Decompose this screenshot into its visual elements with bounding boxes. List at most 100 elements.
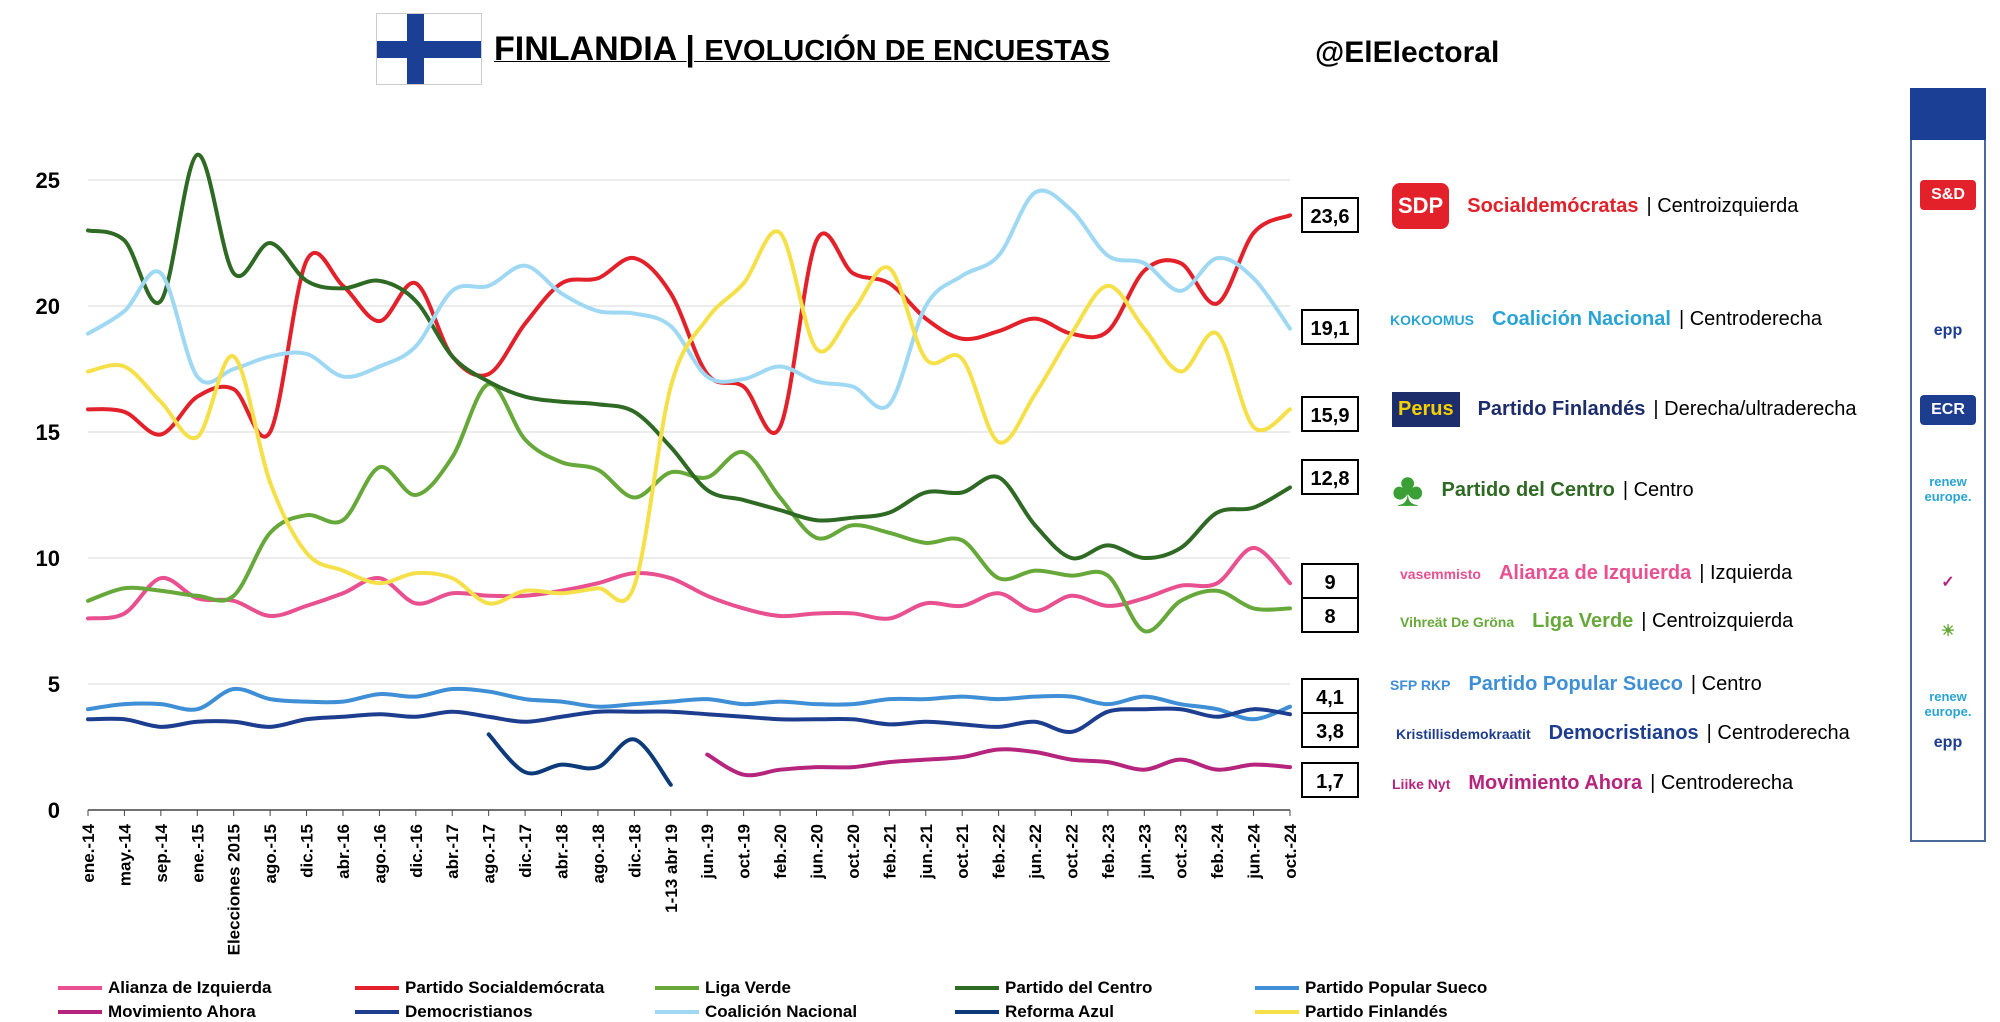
european-group-logo: ☀ — [1920, 615, 1976, 647]
party-ideology: | Centroderecha — [1678, 308, 1822, 330]
x-tick-label: jun.-22 — [1026, 824, 1045, 880]
author-handle: @ElElectoral — [1315, 36, 1500, 69]
final-value-label: 9 — [1324, 572, 1335, 594]
x-tick-label: oct.-19 — [735, 824, 754, 879]
y-tick-label: 10 — [36, 546, 60, 571]
party-ideology: | Centroderecha — [1650, 772, 1794, 794]
party-logo: SDP — [1392, 183, 1450, 229]
party-ideology: | Izquierda — [1699, 562, 1793, 584]
party-name: Coalición Nacional — [1492, 308, 1671, 330]
series-line-movimiento-ahora — [705, 747, 1292, 778]
legend-swatch — [1255, 1010, 1299, 1014]
x-tick-label: oct.-24 — [1281, 823, 1300, 878]
legend-swatch — [955, 986, 999, 990]
party-ideology: | Centroizquierda — [1646, 194, 1799, 217]
y-tick-label: 5 — [48, 672, 60, 697]
european-group-logo: ECR — [1920, 395, 1976, 425]
party-logo: Perus — [1392, 392, 1460, 427]
series-line-alianza-de-izquierda — [86, 545, 1292, 621]
x-tick-label: jun.-24 — [1245, 823, 1264, 879]
legend-item: Alianza de Izquierda — [58, 978, 271, 998]
legend-label: Coalición Nacional — [705, 1002, 858, 1021]
party-name: Democristianos — [1548, 722, 1699, 744]
party-name: Movimiento Ahora — [1468, 772, 1643, 794]
final-value-box — [1301, 459, 1359, 495]
party-name: Partido Finlandés — [1477, 398, 1646, 420]
legend-swatch — [58, 986, 102, 990]
legend-label: Partido Popular Sueco — [1305, 978, 1488, 997]
x-tick-label: dic.-16 — [407, 824, 426, 878]
x-tick-label: dic.-15 — [298, 824, 317, 878]
party-row: KOKOOMUS Coalición Nacional | Centroderech… — [1390, 308, 1822, 331]
x-tick-label: may.-14 — [115, 823, 134, 886]
party-row: vasemmisto Alianza de Izquierda | Izquierd… — [1400, 562, 1792, 585]
party-row: Liike Nyt Movimiento Ahora | Centroderecha — [1392, 772, 1793, 795]
legend-item: Coalición Nacional — [655, 1002, 857, 1022]
final-value-box — [1301, 309, 1359, 345]
series-line-reforma-azul — [486, 732, 673, 787]
legend-item: Reforma Azul — [955, 1002, 1114, 1022]
x-tick-label: jun.-23 — [1135, 824, 1154, 880]
x-tick-label: oct.-20 — [844, 824, 863, 879]
series-line-partido-popular-sueco — [86, 686, 1292, 722]
legend-swatch — [1255, 986, 1299, 990]
legend-swatch — [655, 986, 699, 990]
legend-swatch — [355, 986, 399, 990]
x-tick-label: oct.-22 — [1062, 824, 1081, 879]
party-logo: vasemmisto — [1400, 565, 1481, 582]
y-tick-label: 0 — [48, 798, 60, 823]
party-ideology: | Centro — [1690, 673, 1762, 695]
x-tick-label: dic.-17 — [516, 824, 535, 878]
european-group-logo: epp — [1920, 316, 1976, 346]
party-logo: Vihreät De Gröna — [1400, 613, 1515, 630]
party-row: SDP Socialdemócratas | Centroizquierda — [1392, 183, 1798, 229]
page-title: FINLANDIA | EVOLUCIÓN DE ENCUESTAS — [494, 30, 1110, 68]
x-tick-label: abr.-16 — [334, 824, 353, 879]
legend-swatch — [955, 1010, 999, 1014]
final-value-box — [1301, 396, 1359, 432]
party-ideology: | Centroderecha — [1706, 722, 1850, 744]
legend-label: Liga Verde — [705, 978, 791, 997]
party-logo: Liike Nyt — [1392, 775, 1451, 792]
final-value-label: 3,8 — [1316, 721, 1344, 743]
legend-label: Partido del Centro — [1005, 978, 1153, 997]
x-tick-label: abr.-17 — [443, 824, 462, 879]
final-value-box — [1301, 712, 1359, 748]
series-line-coalici-n-nacional — [86, 188, 1292, 410]
x-tick-label: feb.-23 — [1099, 824, 1118, 879]
legend-item: Liga Verde — [655, 978, 791, 998]
legend-item: Partido del Centro — [955, 978, 1152, 998]
final-value-label: 15,9 — [1311, 405, 1350, 427]
european-group-logo: S&D — [1920, 180, 1976, 210]
party-name: Partido Popular Sueco — [1468, 673, 1683, 695]
final-value-label: 4,1 — [1316, 687, 1344, 709]
legend-item: Partido Popular Sueco — [1255, 978, 1487, 998]
x-tick-label: jun.-19 — [698, 824, 717, 880]
legend-label: Partido Finlandés — [1305, 1002, 1448, 1021]
x-tick-label: jun.-21 — [917, 824, 936, 880]
x-tick-label: feb.-20 — [771, 824, 790, 879]
party-row: SFP RKP Partido Popular Sueco | Centro — [1390, 673, 1762, 696]
x-tick-label: ago.-18 — [589, 824, 608, 884]
final-value-box — [1301, 197, 1359, 233]
series-line-liga-verde — [86, 382, 1292, 634]
y-tick-label: 20 — [36, 294, 60, 319]
x-tick-label: oct.-23 — [1172, 824, 1191, 879]
party-logo: KOKOOMUS — [1390, 311, 1474, 328]
final-value-label: 8 — [1324, 606, 1335, 628]
y-tick-label: 15 — [36, 420, 60, 445]
party-logo: SFP RKP — [1390, 676, 1451, 693]
final-value-box — [1301, 597, 1359, 633]
party-logo: ♣ — [1392, 464, 1424, 517]
final-value-box — [1301, 762, 1359, 798]
series-line-partido-del-centro — [86, 152, 1292, 561]
x-tick-label: jun.-20 — [807, 824, 826, 880]
x-tick-label: 1-13 abr 19 — [662, 824, 681, 913]
x-tick-label: Elecciones 2015 — [225, 824, 244, 955]
x-tick-label: ago.-16 — [370, 824, 389, 884]
finland-flag — [376, 13, 482, 85]
party-name: Socialdemócratas — [1467, 194, 1639, 217]
party-name: Partido del Centro — [1441, 479, 1615, 501]
legend-item: Democristianos — [355, 1002, 533, 1022]
